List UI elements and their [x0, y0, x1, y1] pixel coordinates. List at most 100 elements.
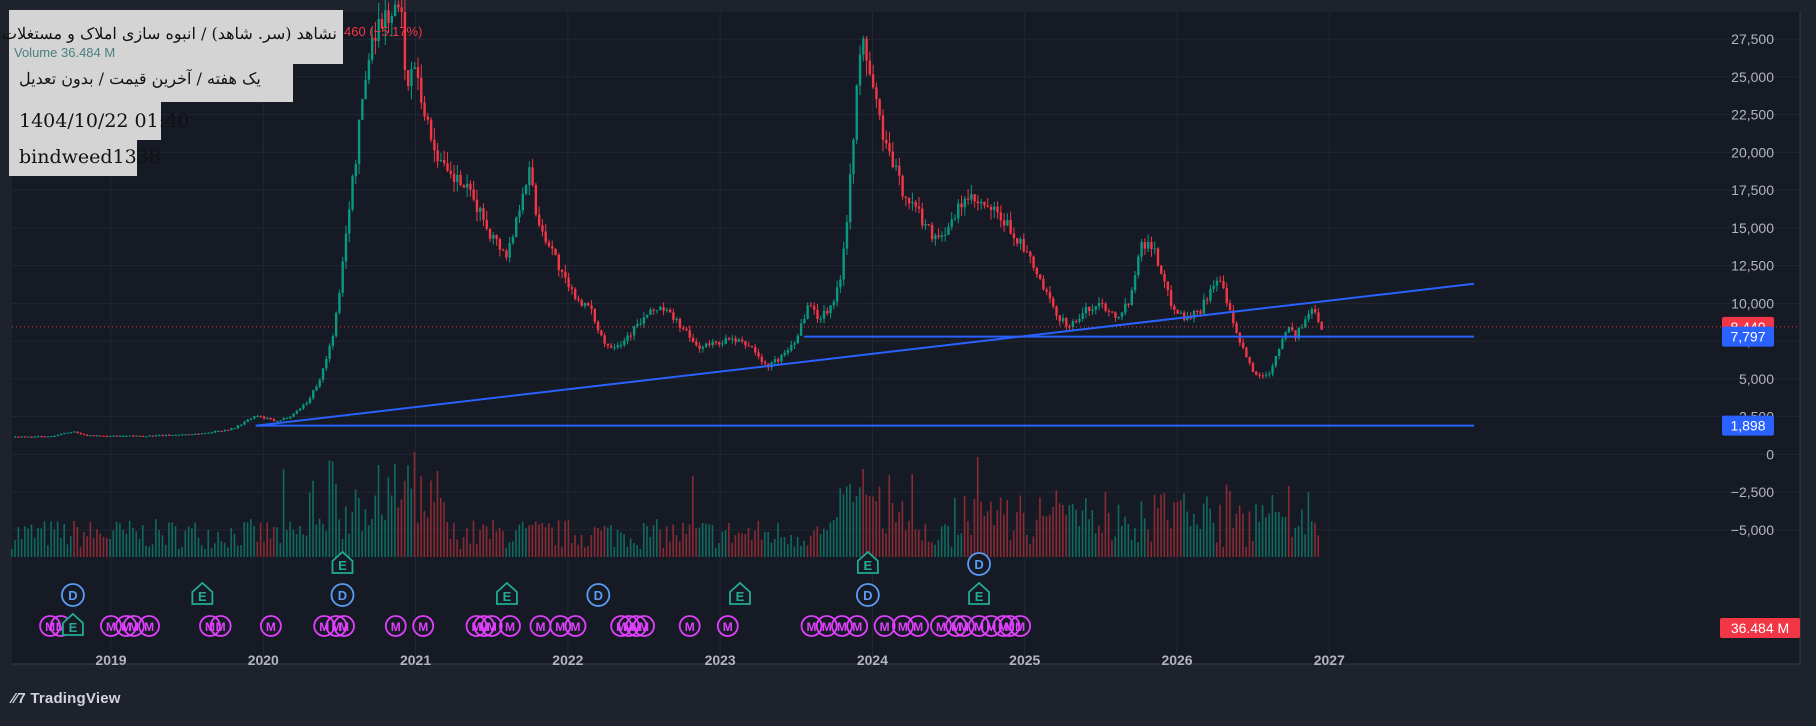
volume-bar	[122, 529, 124, 557]
volume-bar	[295, 534, 298, 557]
volume-bar	[1189, 526, 1192, 557]
candle-body	[475, 199, 479, 212]
volume-bar	[47, 545, 49, 557]
candle-body	[979, 201, 983, 204]
m-marker-label: M	[631, 620, 641, 634]
candle-body	[102, 435, 105, 437]
volume-bar	[380, 514, 383, 557]
candle-body	[1281, 338, 1284, 349]
candle-body	[1019, 239, 1022, 244]
candle-body	[56, 434, 60, 436]
volume-bar	[914, 529, 917, 557]
volume-bar	[832, 519, 835, 557]
volume-bar	[102, 536, 105, 557]
m-marker-label: M	[331, 620, 341, 634]
candle-body	[86, 434, 89, 436]
volume-bar	[1314, 522, 1316, 557]
candle-body	[1268, 373, 1271, 375]
candle-body	[249, 418, 253, 420]
m-marker-label: M	[266, 620, 276, 634]
volume-bar	[286, 530, 288, 557]
candle-body	[27, 436, 30, 438]
y-tick-label: 17,500	[1731, 182, 1774, 198]
volume-bar	[315, 524, 318, 557]
volume-bar	[868, 496, 871, 557]
price-label-text: 1,898	[1730, 418, 1765, 434]
volume-bar	[1294, 527, 1297, 557]
volume-bar	[73, 520, 75, 557]
candle-body	[672, 312, 675, 320]
candle-body	[226, 430, 230, 432]
volume-bar	[40, 528, 43, 557]
candle-body	[1091, 309, 1094, 312]
volume-bar	[1291, 536, 1293, 557]
candle-body	[197, 433, 200, 435]
candle-body	[1127, 303, 1130, 305]
candle-body	[623, 340, 626, 345]
volume-bar	[1091, 510, 1094, 557]
volume-bar	[220, 541, 223, 557]
candle-body	[580, 300, 583, 306]
m-marker-label: M	[898, 620, 908, 634]
tradingview-logo[interactable]: ⁄⁄7 TradingView	[12, 690, 121, 707]
volume-bar	[1114, 536, 1117, 557]
dividend-marker	[855, 583, 880, 607]
candle-body	[737, 339, 741, 342]
candle-body	[364, 79, 367, 100]
volume-bar	[1186, 511, 1189, 557]
volume-bar	[214, 543, 216, 557]
volume-bar	[1274, 511, 1277, 557]
volume-bar	[770, 542, 773, 557]
volume-bar	[718, 543, 720, 557]
volume-bar	[63, 523, 65, 557]
candle-body	[1182, 312, 1186, 321]
candle-body	[92, 435, 96, 437]
m-marker	[952, 615, 975, 637]
volume-bar	[53, 529, 56, 557]
m-marker-label: M	[951, 620, 961, 634]
candle-body	[966, 198, 970, 200]
volume-bar	[466, 528, 468, 557]
volume-bar	[207, 529, 210, 557]
candle-body	[482, 208, 485, 220]
volume-bar	[1287, 486, 1290, 557]
m-marker	[998, 615, 1021, 637]
volume-bar	[757, 520, 760, 557]
volume-bar	[1084, 498, 1087, 557]
candle-body	[862, 38, 865, 55]
volume-bar	[1219, 504, 1221, 557]
volume-bar	[119, 523, 121, 557]
m-marker	[678, 615, 701, 637]
author-name: bindweed1338	[9, 140, 161, 176]
candle-body	[423, 102, 426, 117]
candle-body	[36, 436, 40, 438]
candle-body	[646, 314, 649, 318]
volume-bar	[1251, 540, 1254, 557]
volume-bar	[744, 534, 747, 557]
candle-body	[1255, 371, 1258, 375]
candle-body	[151, 435, 154, 437]
volume-bar	[489, 539, 491, 557]
y-tick-label: 22,500	[1731, 107, 1774, 123]
volume-bar	[819, 534, 822, 557]
price-change-legend: 460 (−5.17%)	[344, 24, 423, 39]
volume-bar	[921, 540, 923, 557]
candle-body	[69, 432, 73, 434]
volume-bar	[1032, 536, 1035, 557]
volume-bar	[849, 483, 851, 557]
volume-bar	[1301, 509, 1303, 557]
candle-body	[1179, 312, 1183, 314]
volume-bar	[1268, 513, 1270, 557]
volume-bar	[1143, 518, 1146, 557]
volume-bar	[33, 537, 36, 557]
candle-body	[1300, 327, 1304, 329]
volume-bar	[1006, 499, 1008, 557]
volume-bar	[420, 476, 422, 557]
candle-body	[852, 139, 855, 175]
volume-bar	[1258, 522, 1261, 557]
candle-body	[839, 279, 842, 288]
candle-body	[587, 303, 590, 306]
